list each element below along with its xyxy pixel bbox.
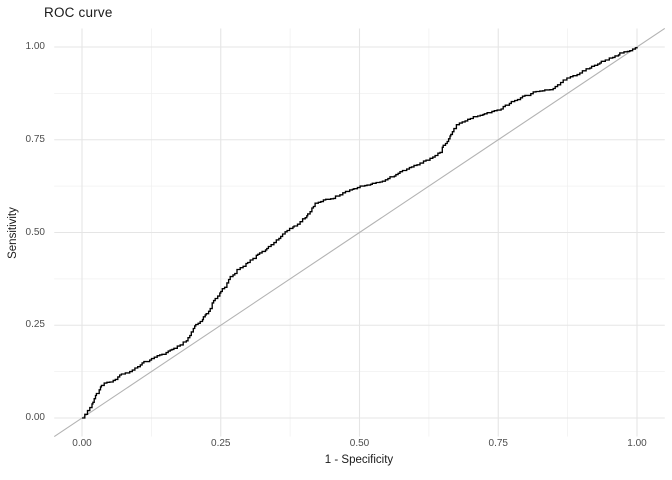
y-tick-label: 1.00	[25, 41, 45, 52]
y-tick-label: 0.75	[25, 133, 45, 145]
roc-curve-line	[82, 47, 638, 419]
y-tick-label: 0.25	[25, 319, 45, 331]
y-tick-label: 0.00	[25, 412, 45, 423]
x-tick-label: 0.50	[349, 438, 370, 449]
x-tick-label: 0.25	[211, 438, 231, 449]
y-tick-label: 0.50	[25, 226, 45, 238]
plot-title: ROC curve	[44, 5, 113, 20]
chance-diagonal-line	[53, 27, 666, 438]
x-tick-label: 0.00	[72, 438, 92, 449]
x-axis-title: 1 - Specificity	[324, 454, 394, 466]
x-tick-label: 0.75	[488, 438, 508, 449]
x-tick-label: 1.00	[627, 438, 647, 449]
